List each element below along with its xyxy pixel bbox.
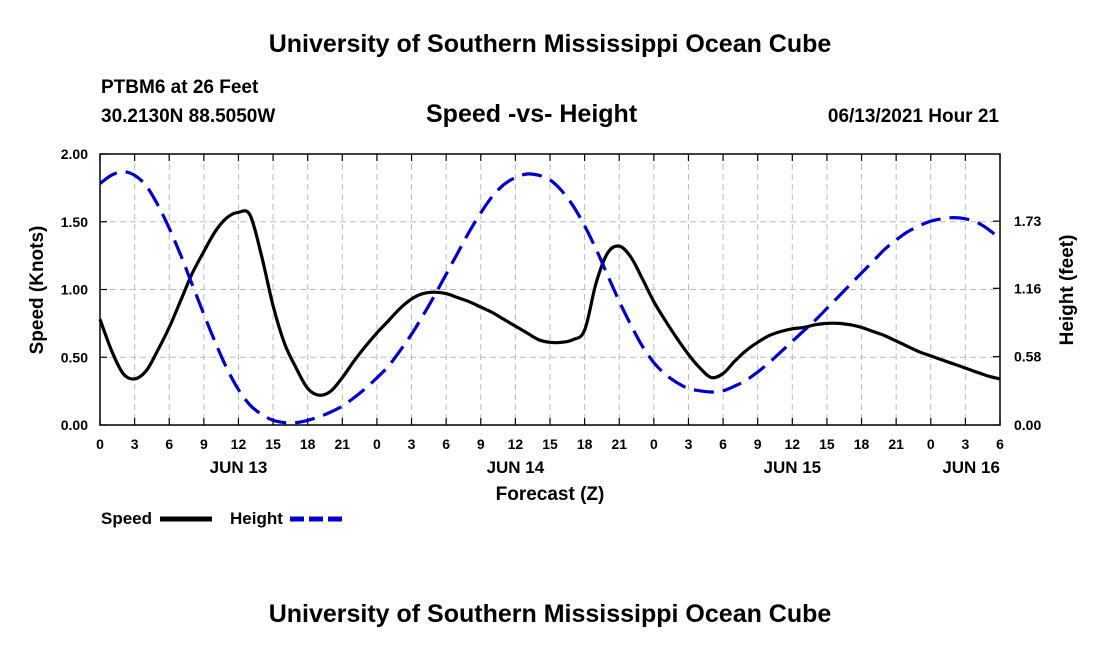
x-tick-label: 15	[265, 436, 281, 452]
y2-axis-label: Height (feet)	[1057, 235, 1078, 346]
x-tick-label: 9	[754, 436, 762, 452]
x-axis-label: Forecast (Z)	[496, 484, 605, 505]
x-tick-label: 12	[231, 436, 247, 452]
x-tick-label: 15	[542, 436, 558, 452]
page-title: University of Southern Mississippi Ocean…	[268, 30, 832, 58]
y-tick-label: 1.00	[61, 282, 88, 298]
y2-tick-label: 1.16	[1014, 280, 1041, 296]
speed-series-line	[98, 209, 1001, 397]
series-lines	[98, 170, 1002, 425]
x-tick-label: 18	[854, 436, 870, 452]
x-tick-label: 3	[961, 436, 969, 452]
date-label: JUN 15	[763, 458, 821, 477]
x-tick-label: 9	[477, 436, 485, 452]
station-coordinates: 30.2130N 88.5050W	[101, 106, 276, 127]
x-tick-label: 12	[508, 436, 524, 452]
x-tick-label: 21	[611, 436, 627, 452]
date-label: JUN 13	[210, 458, 268, 477]
y-tick-label: 2.00	[61, 146, 88, 162]
x-tick-label: 21	[335, 436, 351, 452]
axis-ticks: 0 3 6 9 12 15 18 21 0 3 6 9 12 15 18 21 0 3 6 9 12 15 18 21 0 3 60…	[61, 146, 1042, 477]
x-tick-label: 3	[685, 436, 693, 452]
x-tick-label: 0	[373, 436, 381, 452]
x-tick-label: 3	[408, 436, 416, 452]
x-tick-label: 18	[577, 436, 593, 452]
y-axis-label: Speed (Knots)	[27, 226, 48, 355]
y-tick-label: 0.50	[61, 349, 88, 365]
x-tick-label: 0	[96, 436, 104, 452]
x-tick-label: 21	[888, 436, 904, 452]
x-tick-label: 18	[300, 436, 316, 452]
x-tick-label: 12	[785, 436, 801, 452]
station-label: PTBM6 at 26 Feet	[101, 77, 259, 98]
x-tick-label: 9	[200, 436, 208, 452]
grid	[100, 154, 1000, 425]
x-tick-label: 6	[442, 436, 450, 452]
legend: Speed Height	[101, 509, 342, 528]
x-tick-label: 0	[927, 436, 935, 452]
y2-tick-label: 0.00	[1014, 417, 1041, 433]
date-label: JUN 14	[487, 458, 545, 477]
x-tick-label: 15	[819, 436, 835, 452]
legend-label-speed: Speed	[101, 509, 152, 528]
height-series-line	[99, 170, 1002, 425]
y-tick-label: 1.50	[61, 214, 88, 230]
y2-tick-label: 0.58	[1014, 349, 1041, 365]
y-tick-label: 0.00	[61, 417, 88, 433]
chart-title: Speed -vs- Height	[426, 100, 638, 128]
footer-title: University of Southern Mississippi Ocean…	[268, 600, 832, 628]
x-tick-label: 6	[719, 436, 727, 452]
legend-label-height: Height	[230, 509, 283, 528]
forecast-datetime: 06/13/2021 Hour 21	[827, 106, 999, 127]
x-tick-label: 6	[165, 436, 173, 452]
x-tick-label: 3	[131, 436, 139, 452]
x-tick-label: 6	[996, 436, 1004, 452]
date-label: JUN 16	[942, 458, 1000, 477]
y2-tick-label: 1.73	[1014, 213, 1041, 229]
x-tick-label: 0	[650, 436, 658, 452]
